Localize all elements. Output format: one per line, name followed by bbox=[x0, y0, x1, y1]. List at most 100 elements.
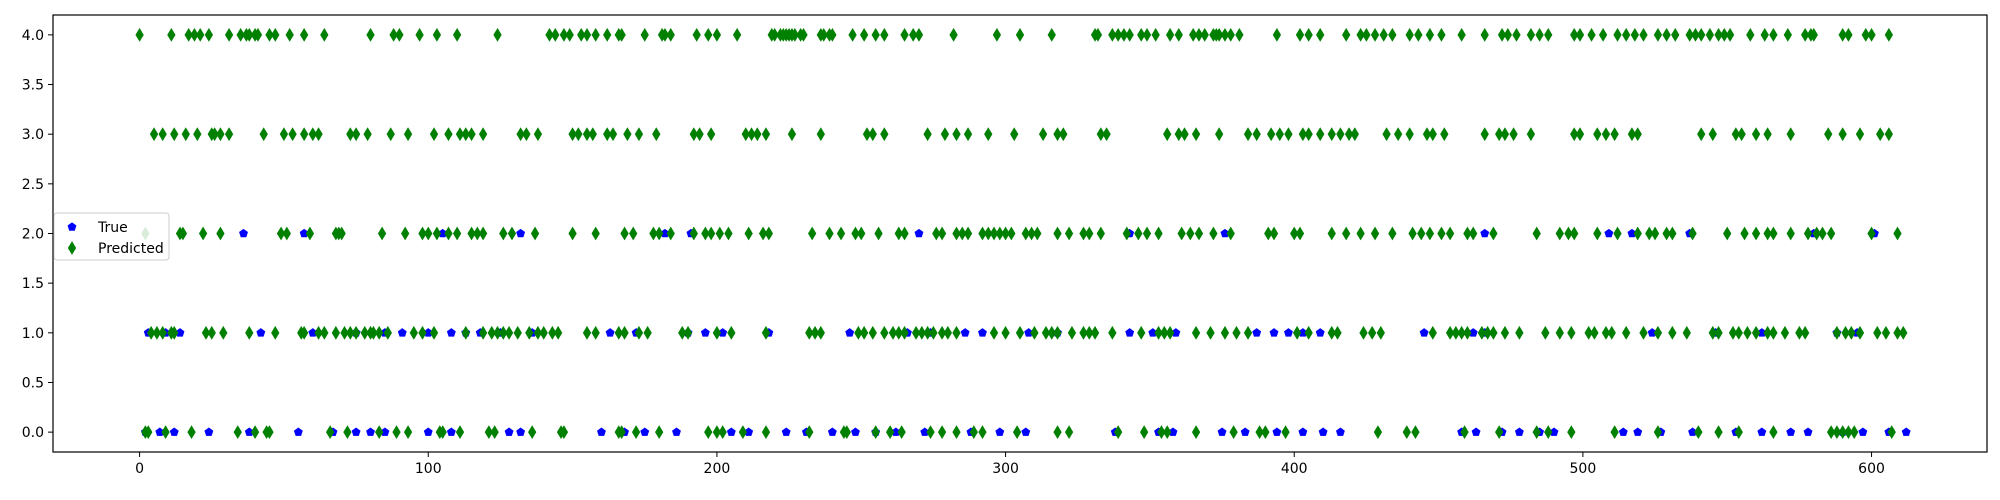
predicted-point bbox=[1333, 325, 1342, 340]
predicted-point bbox=[1165, 27, 1175, 42]
predicted-point bbox=[1803, 226, 1813, 241]
predicted-point bbox=[923, 127, 932, 142]
predicted-point bbox=[1408, 226, 1417, 241]
predicted-point bbox=[346, 127, 355, 142]
predicted-point bbox=[1653, 27, 1663, 42]
predicted-point bbox=[1653, 425, 1663, 440]
predicted-point bbox=[1826, 425, 1836, 440]
true-point bbox=[1786, 427, 1796, 436]
predicted-point bbox=[539, 325, 548, 340]
predicted-point bbox=[1151, 27, 1160, 42]
predicted-point bbox=[473, 226, 482, 241]
predicted-point bbox=[196, 27, 205, 42]
predicted-point bbox=[1734, 325, 1743, 340]
predicted-point bbox=[591, 325, 600, 340]
predicted-point bbox=[969, 425, 978, 440]
true-point bbox=[1419, 328, 1429, 337]
true-point bbox=[1240, 427, 1250, 436]
predicted-point bbox=[1477, 325, 1487, 340]
predicted-point bbox=[152, 325, 162, 340]
predicted-point bbox=[1688, 226, 1697, 241]
predicted-point bbox=[937, 425, 947, 440]
true-point bbox=[1284, 328, 1293, 337]
predicted-point bbox=[764, 226, 774, 241]
predicted-point bbox=[299, 127, 309, 142]
true-point bbox=[1803, 427, 1813, 436]
y-tick-label: 2.5 bbox=[22, 177, 44, 193]
predicted-point bbox=[963, 127, 973, 142]
true-point bbox=[423, 427, 433, 436]
legend-marker-predicted bbox=[67, 241, 77, 255]
true-point bbox=[1269, 328, 1279, 337]
y-tick-label: 2.0 bbox=[22, 227, 44, 243]
predicted-point bbox=[1041, 325, 1051, 340]
predicted-point bbox=[1598, 27, 1608, 42]
predicted-point bbox=[1304, 27, 1313, 42]
true-point bbox=[1757, 427, 1767, 436]
predicted-point bbox=[952, 226, 961, 241]
true-point bbox=[640, 427, 650, 436]
predicted-point bbox=[1714, 325, 1723, 340]
x-tick-label: 500 bbox=[1570, 461, 1597, 477]
predicted-point bbox=[603, 127, 612, 142]
predicted-point bbox=[167, 27, 176, 42]
predicted-point bbox=[1751, 127, 1761, 142]
predicted-point bbox=[655, 425, 664, 440]
predicted-point bbox=[1847, 325, 1856, 340]
predicted-point bbox=[253, 27, 263, 42]
predicted-point bbox=[897, 425, 906, 440]
predicted-point bbox=[1200, 27, 1209, 42]
predicted-point bbox=[704, 425, 713, 440]
predicted-point bbox=[1327, 325, 1336, 340]
predicted-point bbox=[816, 325, 825, 340]
y-tick-label: 4.0 bbox=[22, 28, 44, 44]
true-point bbox=[1252, 328, 1262, 337]
predicted-point bbox=[461, 127, 470, 142]
predicted-point bbox=[706, 127, 716, 142]
predicted-point bbox=[900, 27, 909, 42]
predicted-point bbox=[1160, 325, 1169, 340]
predicted-point bbox=[689, 127, 698, 142]
predicted-point bbox=[1229, 425, 1238, 440]
predicted-point bbox=[279, 127, 289, 142]
predicted-point bbox=[1622, 27, 1631, 42]
predicted-point bbox=[1388, 226, 1397, 241]
true-point bbox=[516, 427, 526, 436]
predicted-point bbox=[1786, 127, 1795, 142]
predicted-point bbox=[1163, 425, 1172, 440]
predicted-point bbox=[1610, 127, 1619, 142]
predicted-point bbox=[704, 27, 713, 42]
predicted-point bbox=[984, 127, 993, 142]
predicted-point bbox=[389, 27, 398, 42]
x-tick-label: 400 bbox=[1281, 461, 1308, 477]
predicted-point bbox=[1047, 325, 1056, 340]
predicted-point bbox=[343, 425, 352, 440]
predicted-point bbox=[1737, 127, 1746, 142]
predicted-point bbox=[1532, 226, 1541, 241]
legend-label-predicted: Predicted bbox=[98, 241, 164, 257]
predicted-point bbox=[1769, 226, 1778, 241]
predicted-point bbox=[1841, 325, 1850, 340]
predicted-point bbox=[1627, 127, 1637, 142]
predicted-point bbox=[929, 325, 938, 340]
true-point bbox=[169, 427, 179, 436]
predicted-point bbox=[409, 325, 418, 340]
predicted-point bbox=[992, 27, 1002, 42]
true-point bbox=[605, 328, 615, 337]
predicted-point bbox=[1893, 325, 1902, 340]
true-point bbox=[995, 427, 1005, 436]
predicted-point bbox=[1344, 127, 1354, 142]
predicted-point bbox=[395, 27, 404, 42]
predicted-point bbox=[1215, 127, 1224, 142]
predicted-point bbox=[533, 325, 543, 340]
predicted-point bbox=[216, 226, 225, 241]
predicted-point bbox=[204, 27, 214, 42]
predicted-point bbox=[1495, 127, 1504, 142]
predicted-point bbox=[1463, 325, 1472, 340]
predicted-point bbox=[1751, 325, 1761, 340]
predicted-point bbox=[932, 226, 941, 241]
true-point bbox=[1125, 328, 1135, 337]
predicted-point bbox=[331, 325, 341, 340]
predicted-point bbox=[1590, 325, 1599, 340]
